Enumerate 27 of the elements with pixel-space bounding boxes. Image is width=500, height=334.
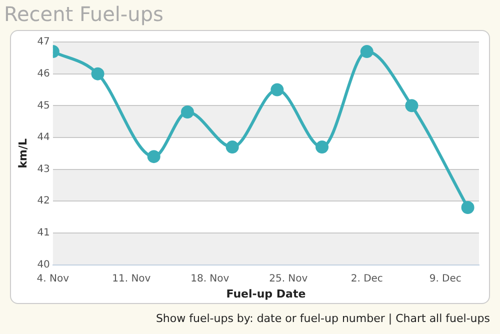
y-tick-label: 47: [37, 36, 50, 48]
point: [405, 99, 418, 112]
x-axis-title: Fuel-up Date: [226, 287, 306, 300]
point: [316, 140, 329, 154]
point: [180, 106, 194, 119]
point: [360, 45, 374, 58]
point: [91, 67, 104, 80]
y-axis-title: km/L: [16, 138, 30, 168]
point: [147, 150, 160, 164]
y-tick-label: 43: [37, 164, 50, 175]
x-tick-label: 25. Nov: [269, 273, 308, 284]
y-tick-label: 40: [37, 259, 50, 270]
text: Show fuel-ups by: date or fuel-up number | Chart all fuel-ups: [156, 312, 490, 325]
y-tick-label: 41: [37, 228, 50, 239]
x-tick-label: 2. Dec: [350, 273, 383, 284]
x-tick-label: 9. Dec: [429, 273, 462, 284]
point: [270, 83, 284, 96]
y-tick-label: 44: [37, 132, 50, 144]
y-tick-label: 42: [37, 196, 50, 207]
y-tick-label: 46: [37, 68, 50, 80]
x-tick-label: 18. Nov: [190, 273, 230, 284]
point: [461, 201, 474, 214]
point: [226, 140, 239, 154]
y-tick-label: 45: [37, 100, 50, 112]
chart-title: Recent Fuel-ups: [4, 2, 164, 26]
x-tick-label: 4. Nov: [36, 273, 70, 284]
x-tick-label: 11. Nov: [112, 273, 151, 284]
